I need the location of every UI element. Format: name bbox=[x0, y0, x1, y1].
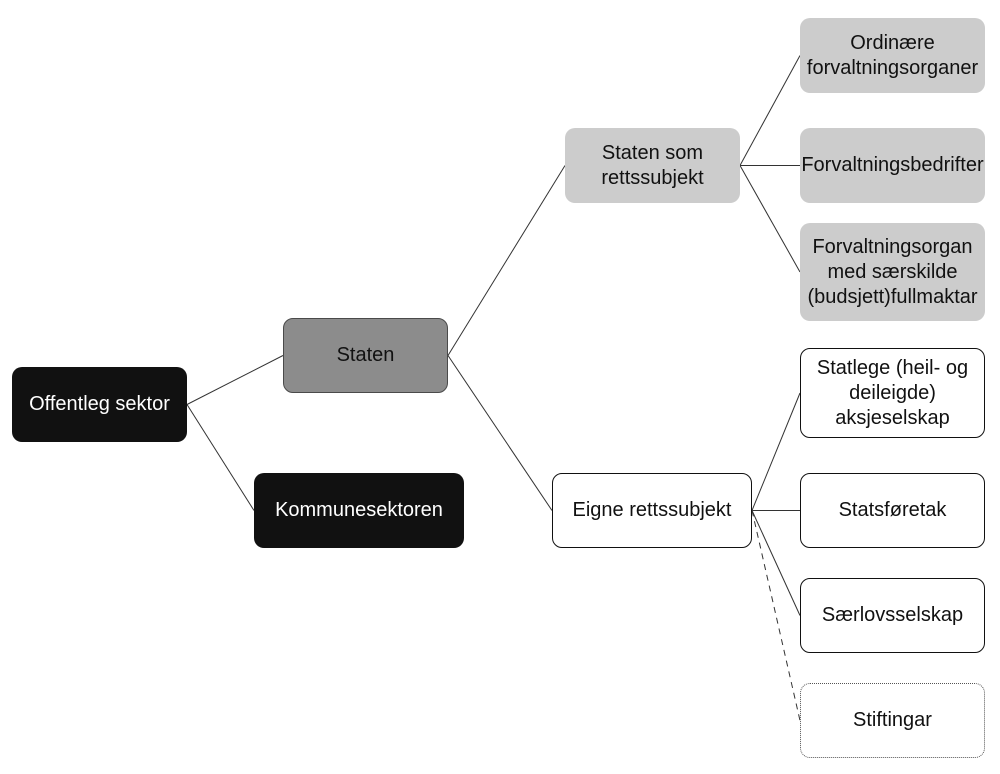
edge-staten-som-rettssubjekt-to-ordinaere-forvaltningsorganer bbox=[740, 56, 800, 166]
node-staten-som-rettssubjekt: Staten som rettssubjekt bbox=[565, 128, 740, 203]
edge-staten-som-rettssubjekt-to-forvaltningsorgan-fullmaktar bbox=[740, 166, 800, 273]
edge-offentleg-sektor-to-kommunesektoren bbox=[187, 405, 254, 511]
node-statlege-aksjeselskap: Statlege (heil- og deileigde) aksjeselsk… bbox=[800, 348, 985, 438]
edge-eigne-rettssubjekt-to-statlege-aksjeselskap bbox=[752, 393, 800, 511]
node-offentleg-sektor: Offentleg sektor bbox=[12, 367, 187, 442]
node-kommunesektoren: Kommunesektoren bbox=[254, 473, 464, 548]
node-saerlovsselskap: Særlovsselskap bbox=[800, 578, 985, 653]
node-staten: Staten bbox=[283, 318, 448, 393]
node-forvaltningsbedrifter: Forvaltningsbedrifter bbox=[800, 128, 985, 203]
diagram-canvas: Offentleg sektor Staten Kommunesektoren Sta… bbox=[0, 0, 1000, 774]
node-ordinaere-forvaltningsorganer: Ordinære forvaltningsorganer bbox=[800, 18, 985, 93]
edge-eigne-rettssubjekt-to-stiftingar bbox=[752, 511, 800, 721]
edge-staten-to-staten-som-rettssubjekt bbox=[448, 166, 565, 356]
node-stiftingar: Stiftingar bbox=[800, 683, 985, 758]
node-forvaltningsorgan-fullmaktar: Forvaltningsorgan med særskilde (budsjet… bbox=[800, 223, 985, 321]
edge-offentleg-sektor-to-staten bbox=[187, 356, 283, 405]
node-eigne-rettssubjekt: Eigne rettssubjekt bbox=[552, 473, 752, 548]
edge-eigne-rettssubjekt-to-saerlovsselskap bbox=[752, 511, 800, 616]
node-statsforetak: Statsføretak bbox=[800, 473, 985, 548]
